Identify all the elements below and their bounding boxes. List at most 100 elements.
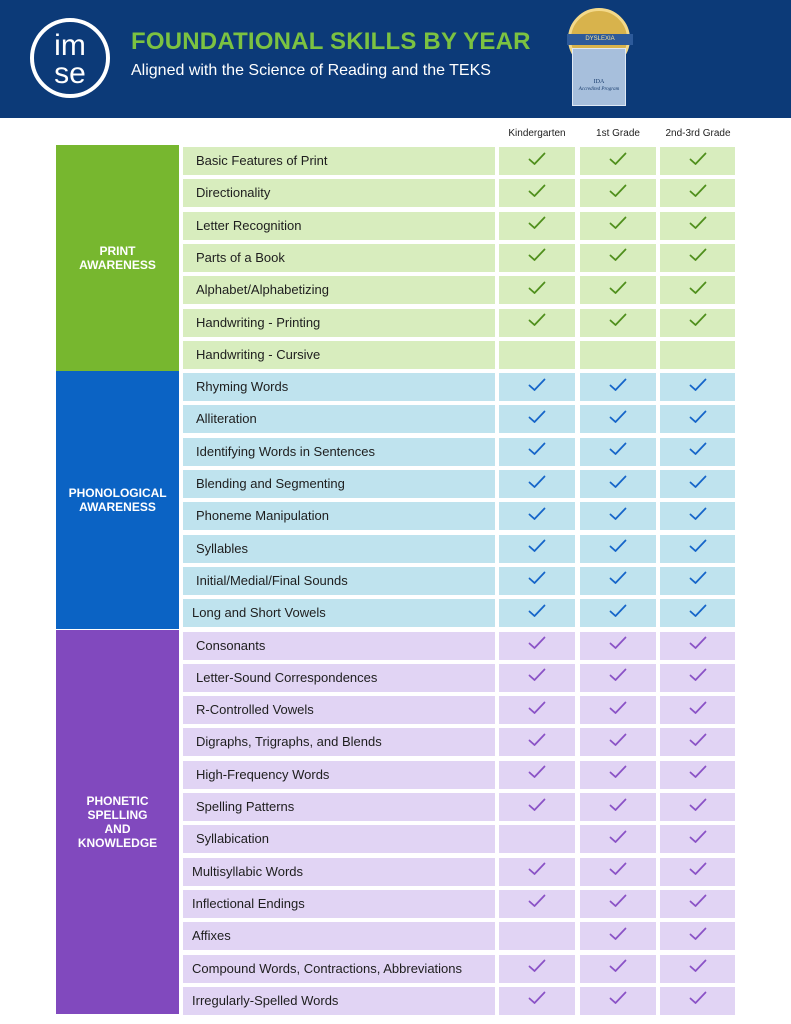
checkmark-icon (609, 765, 627, 784)
check-cell-1st-grade (580, 631, 656, 660)
check-cell-kindergarten (499, 405, 575, 434)
check-cell-kindergarten (499, 566, 575, 595)
check-cell-kindergarten (499, 922, 575, 951)
checkmark-icon (689, 894, 707, 913)
checkmark-icon (528, 184, 546, 203)
column-header-2nd-3rd-grade: 2nd-3rd Grade (665, 128, 731, 139)
column-header-kindergarten: Kindergarten (508, 128, 566, 139)
checkmark-icon (528, 378, 546, 397)
checkmark-icon (528, 475, 546, 494)
check-cell-2nd-3rd-grade (660, 954, 735, 983)
check-cell-1st-grade (580, 276, 656, 305)
checkmark-icon (689, 152, 707, 171)
check-cell-1st-grade (580, 857, 656, 886)
checkmark-icon (609, 668, 627, 687)
checkmark-icon (609, 475, 627, 494)
checkmark-icon (528, 313, 546, 332)
checkmark-icon (689, 959, 707, 978)
category-phonological-awareness: PHONOLOGICAL AWARENESS (56, 371, 179, 630)
check-cell-2nd-3rd-grade (660, 308, 735, 337)
badge-line-2: Accredited Program (578, 87, 620, 92)
badge-band-text: DYSLEXIA (567, 34, 633, 45)
checkmark-icon (609, 894, 627, 913)
check-cell-kindergarten (499, 502, 575, 531)
category-print-awareness: PRINT AWARENESS (56, 145, 179, 372)
skill-letter-recognition: Letter Recognition (183, 211, 495, 240)
checkmark-icon (528, 991, 546, 1010)
check-cell-1st-grade (580, 889, 656, 918)
checkmark-icon (609, 248, 627, 267)
check-cell-2nd-3rd-grade (660, 276, 735, 305)
checkmark-icon (609, 313, 627, 332)
check-cell-2nd-3rd-grade (660, 470, 735, 498)
check-cell-1st-grade (580, 825, 656, 854)
checkmark-icon (609, 216, 627, 235)
check-cell-1st-grade (580, 954, 656, 983)
check-cell-2nd-3rd-grade (660, 502, 735, 531)
check-cell-kindergarten (499, 954, 575, 983)
skill-syllabication: Syllabication (183, 825, 495, 854)
checkmark-icon (609, 991, 627, 1010)
check-cell-1st-grade (580, 696, 656, 725)
check-cell-2nd-3rd-grade (660, 373, 735, 402)
checkmark-icon (689, 378, 707, 397)
checkmark-icon (689, 862, 707, 881)
check-cell-2nd-3rd-grade (660, 147, 735, 175)
skill-handwriting-printing: Handwriting - Printing (183, 308, 495, 337)
check-cell-2nd-3rd-grade (660, 696, 735, 725)
badge-line-1: IDA (593, 79, 605, 85)
check-cell-1st-grade (580, 566, 656, 595)
skill-initial-medial-final-sounds: Initial/Medial/Final Sounds (183, 566, 495, 595)
skill-blending-and-segmenting: Blending and Segmenting (183, 470, 495, 498)
check-cell-1st-grade (580, 179, 656, 208)
checkmark-icon (609, 152, 627, 171)
checkmark-icon (528, 571, 546, 590)
checkmark-icon (528, 701, 546, 720)
checkmark-icon (609, 701, 627, 720)
checkmark-icon (528, 604, 546, 623)
check-cell-kindergarten (499, 211, 575, 240)
check-cell-2nd-3rd-grade (660, 566, 735, 595)
checkmark-icon (689, 475, 707, 494)
check-cell-kindergarten (499, 986, 575, 1015)
check-cell-2nd-3rd-grade (660, 728, 735, 757)
skill-rhyming-words: Rhyming Words (183, 373, 495, 402)
checkmark-icon (528, 152, 546, 171)
checkmark-icon (689, 668, 707, 687)
check-cell-2nd-3rd-grade (660, 211, 735, 240)
checkmark-icon (689, 248, 707, 267)
logo-text-top: im (54, 29, 86, 62)
skill-alphabet-alphabetizing: Alphabet/Alphabetizing (183, 276, 495, 305)
checkmark-icon (689, 216, 707, 235)
check-cell-kindergarten (499, 340, 575, 369)
check-cell-1st-grade (580, 437, 656, 466)
skill-affixes: Affixes (183, 922, 495, 951)
page-title: FOUNDATIONAL SKILLS BY YEAR (131, 28, 531, 55)
page-header: im se FOUNDATIONAL SKILLS BY YEAR Aligne… (0, 0, 791, 118)
checkmark-icon (689, 733, 707, 752)
checkmark-icon (689, 798, 707, 817)
checkmark-icon (689, 410, 707, 429)
check-cell-kindergarten (499, 631, 575, 660)
check-cell-kindergarten (499, 793, 575, 821)
skill-identifying-words-in-sentences: Identifying Words in Sentences (183, 437, 495, 466)
checkmark-icon (609, 830, 627, 849)
checkmark-icon (609, 636, 627, 655)
check-cell-kindergarten (499, 760, 575, 789)
checkmark-icon (528, 636, 546, 655)
skill-basic-features-of-print: Basic Features of Print (183, 147, 495, 175)
checkmark-icon (609, 281, 627, 300)
imse-logo: im se (30, 18, 110, 98)
skill-digraphs-trigraphs-and-blends: Digraphs, Trigraphs, and Blends (183, 728, 495, 757)
skill-r-controlled-vowels: R-Controlled Vowels (183, 696, 495, 725)
check-cell-kindergarten (499, 825, 575, 854)
check-cell-1st-grade (580, 147, 656, 175)
checkmark-icon (609, 798, 627, 817)
skill-parts-of-a-book: Parts of a Book (183, 243, 495, 272)
check-cell-2nd-3rd-grade (660, 889, 735, 918)
skill-letter-sound-correspondences: Letter-Sound Correspondences (183, 663, 495, 692)
check-cell-1st-grade (580, 373, 656, 402)
check-cell-kindergarten (499, 373, 575, 402)
check-cell-1st-grade (580, 211, 656, 240)
check-cell-2nd-3rd-grade (660, 437, 735, 466)
